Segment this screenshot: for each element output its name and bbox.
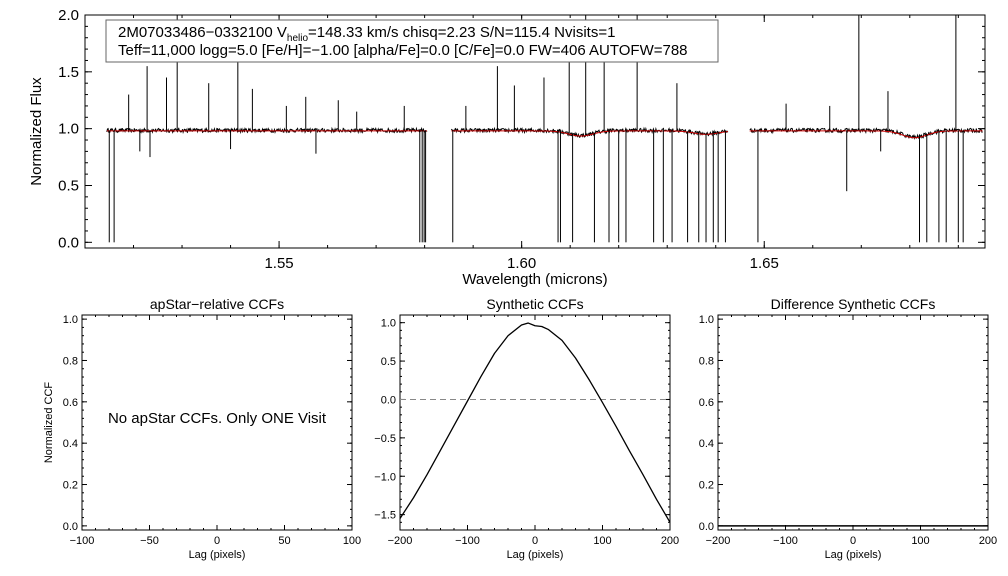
synthetic-fit-segment xyxy=(451,130,728,137)
annotation-line-2: Teff=11,000 logg=5.0 [Fe/H]=−1.00 [alpha… xyxy=(118,42,688,59)
y-tick-label: 0.5 xyxy=(58,177,79,194)
y-tick-label: 0.0 xyxy=(58,234,79,251)
x-axis-label: Lag (pixels) xyxy=(507,549,564,561)
y-tick-label: −1.5 xyxy=(374,510,396,522)
x-tick-label: 1.55 xyxy=(264,255,293,272)
y-tick-label: 0.0 xyxy=(699,521,714,533)
x-tick-label: 0 xyxy=(214,535,220,547)
synthetic-ccf-line xyxy=(399,322,671,523)
chart-title: Difference Synthetic CCFs xyxy=(771,296,936,312)
x-tick-label: 100 xyxy=(911,535,929,547)
y-tick-label: 0.2 xyxy=(699,480,714,492)
x-axis-label: Wavelength (microns) xyxy=(462,271,607,288)
y-tick-label: 1.0 xyxy=(381,318,396,330)
y-tick-label: 0.4 xyxy=(699,438,714,450)
x-tick-label: 100 xyxy=(593,535,611,547)
x-tick-label: 200 xyxy=(661,535,679,547)
x-tick-label: 50 xyxy=(278,535,290,547)
chart-title: Synthetic CCFs xyxy=(486,296,583,312)
y-tick-label: 0.4 xyxy=(63,438,78,450)
y-tick-label: 1.0 xyxy=(58,121,79,138)
plot-frame xyxy=(717,314,989,531)
x-tick-label: 1.65 xyxy=(750,255,779,272)
axes-spectrum: 1.55 1.60 1.65 0.0 0.5 1.0 1.5 2.0 Wavelength (m… xyxy=(28,7,986,288)
x-tick-label: −100 xyxy=(70,535,95,547)
synthetic-fit-segment xyxy=(749,130,983,139)
x-tick-label: 0 xyxy=(532,535,538,547)
y-tick-label: 0.0 xyxy=(381,394,396,406)
y-tick-label: 1.5 xyxy=(58,64,79,81)
y-tick-label: 0.6 xyxy=(63,397,78,409)
annotation-stats: =148.33 km/s chisq=2.23 S/N=115.4 Nvisit… xyxy=(308,24,615,41)
annotation-line-1: 2M07033486−0332100 Vhelio=148.33 km/s ch… xyxy=(118,24,615,44)
y-tick-label: 0.8 xyxy=(699,355,714,367)
chart-title: apStar−relative CCFs xyxy=(150,296,284,312)
observed-spectrum-segment xyxy=(106,126,428,135)
observed-spectrum-segment xyxy=(749,127,983,141)
y-tick-label: 0.0 xyxy=(63,521,78,533)
x-tick-label: −100 xyxy=(455,535,480,547)
x-tick-label: −50 xyxy=(140,535,159,547)
no-ccf-message: No apStar CCFs. Only ONE Visit xyxy=(108,410,327,427)
y-tick-label: 0.6 xyxy=(699,397,714,409)
y-tick-label: 1.0 xyxy=(699,314,714,326)
observed-spectrum-segment xyxy=(450,126,729,138)
x-tick-label: 100 xyxy=(343,535,361,547)
annotation-frame xyxy=(105,19,719,63)
annotation-star-id: 2M07033486−0332100 V xyxy=(118,24,287,41)
axes-synthetic: −200 −100 0 100 200 −1.5 −1.0 −0.5 0.0 0.5 1.0 Lag … xyxy=(374,296,679,561)
x-tick-label: 0 xyxy=(850,535,856,547)
axes-difference: −200 −100 0 100 200 0.0 0.2 0.4 0.6 0.8 1.0 Lag (pi… xyxy=(699,296,997,561)
annotation-box: 2M07033486−0332100 Vhelio=148.33 km/s ch… xyxy=(105,19,719,63)
x-axis-label: Lag (pixels) xyxy=(825,549,882,561)
annotation-subscript: helio xyxy=(287,33,309,44)
y-axis-label: Normalized CCF xyxy=(43,382,55,464)
plot-frame xyxy=(84,14,986,249)
y-tick-label: −0.5 xyxy=(374,433,396,445)
x-tick-label: 200 xyxy=(979,535,997,547)
y-axis-label: Normalized Flux xyxy=(28,77,45,186)
x-tick-label: 1.60 xyxy=(507,255,536,272)
x-axis-label: Lag (pixels) xyxy=(189,549,246,561)
y-tick-label: 0.8 xyxy=(63,355,78,367)
y-tick-label: −1.0 xyxy=(374,471,396,483)
y-tick-label: 0.5 xyxy=(381,356,396,368)
axes-apstar: −100 −50 0 50 100 0.0 0.2 0.4 0.6 0.8 1.0 Lag (pixe… xyxy=(43,296,361,561)
x-tick-label: −100 xyxy=(773,535,798,547)
x-tick-label: −200 xyxy=(388,535,413,547)
x-tick-label: −200 xyxy=(706,535,731,547)
plot-frame xyxy=(399,314,671,531)
y-tick-label: 2.0 xyxy=(58,7,79,24)
y-tick-label: 0.2 xyxy=(63,480,78,492)
y-tick-label: 1.0 xyxy=(63,314,78,326)
